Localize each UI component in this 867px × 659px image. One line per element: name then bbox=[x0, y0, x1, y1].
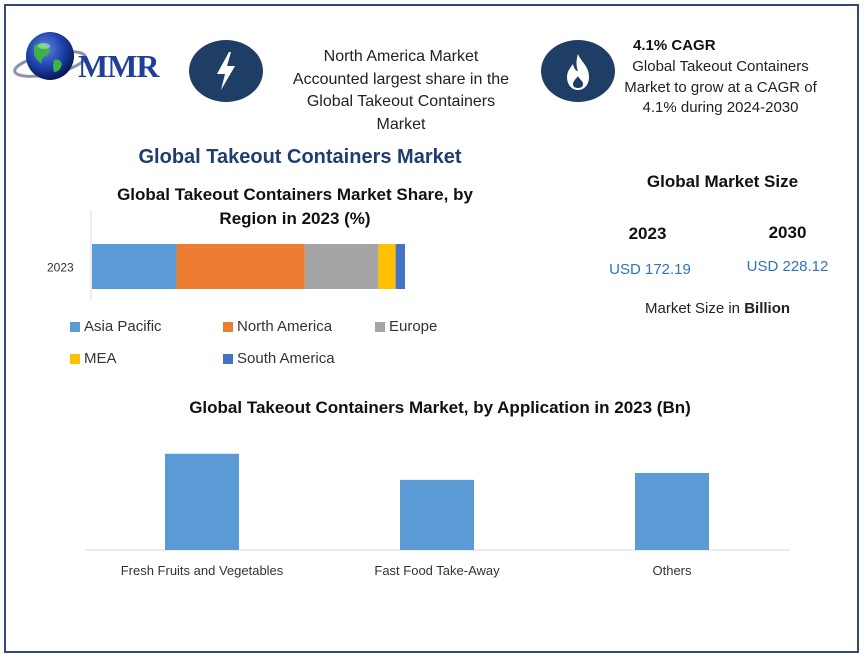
info-line: 4.1% during 2024-2030 bbox=[642, 99, 799, 116]
region-chart-title: Global Takeout Containers Market Share, … bbox=[80, 183, 510, 231]
application-chart-title: Global Takeout Containers Market, by App… bbox=[189, 398, 691, 417]
bar bbox=[400, 479, 474, 550]
info-line: Market bbox=[376, 115, 426, 133]
info-line: Market to grow at a CAGR of bbox=[624, 78, 817, 96]
legend-item-europe: Europe bbox=[375, 318, 437, 335]
info-line: Global Takeout Containers bbox=[632, 58, 809, 75]
year-2030: 2030 bbox=[768, 223, 807, 242]
application-chart: Fresh Fruits and Vegetables Fast Food Tak… bbox=[85, 453, 790, 578]
info-line: Global Takeout Containers bbox=[306, 93, 496, 110]
category-label: Others bbox=[652, 563, 692, 578]
bar-segment bbox=[378, 244, 396, 289]
legend-swatch bbox=[223, 353, 233, 364]
legend-swatch bbox=[223, 321, 233, 332]
bar bbox=[635, 473, 709, 550]
bar-segment bbox=[304, 244, 379, 289]
legend-label: Europe bbox=[389, 318, 438, 335]
legend-item-asia-pacific: Asia Pacific bbox=[70, 318, 162, 335]
legend-label: South America bbox=[237, 350, 335, 367]
info-line: Accounted largest share in the bbox=[292, 70, 510, 88]
market-size-title: Global Market Size bbox=[646, 172, 799, 191]
lightning-badge bbox=[189, 40, 263, 102]
value-2023: USD 172.19 bbox=[609, 261, 691, 278]
region-chart-title-line2: Region in 2023 (%) bbox=[219, 209, 371, 228]
legend-label: Asia Pacific bbox=[84, 318, 162, 335]
legend-item-south-america: South America bbox=[223, 350, 335, 367]
legend-label: North America bbox=[237, 318, 333, 335]
legend-item-north-america: North America bbox=[223, 318, 332, 335]
unit-bold: Billion bbox=[744, 300, 791, 317]
category-label: 2023 bbox=[47, 261, 74, 275]
market-size-unit: Market Size in Billion bbox=[600, 300, 835, 317]
page-title: Global Takeout Containers Market bbox=[138, 146, 462, 168]
bar-segment bbox=[92, 244, 177, 289]
unit-prefix: Market Size in bbox=[644, 300, 745, 317]
region-legend: Asia Pacific North America Europe MEA So… bbox=[70, 318, 490, 378]
info-north-america: North America Market Accounted largest s… bbox=[270, 46, 532, 136]
legend-swatch bbox=[375, 321, 385, 332]
flame-icon bbox=[567, 54, 589, 90]
region-share-chart: 2023 bbox=[47, 210, 405, 300]
bar bbox=[165, 453, 239, 550]
logo-text: MMR bbox=[78, 48, 160, 84]
logo: MMR bbox=[12, 24, 177, 94]
bar-segment bbox=[176, 244, 305, 289]
info-cagr: Global Takeout Containers Market to grow… bbox=[618, 57, 823, 119]
category-label: Fresh Fruits and Vegetables bbox=[121, 563, 284, 578]
legend-swatch bbox=[70, 353, 80, 364]
legend-item-mea: MEA bbox=[70, 350, 117, 367]
year-2023: 2023 bbox=[628, 224, 667, 243]
region-chart-title-line1: Global Takeout Containers Market Share, … bbox=[117, 185, 473, 204]
page-frame bbox=[4, 4, 859, 653]
bar-segment bbox=[395, 244, 405, 289]
info-line: North America Market bbox=[323, 48, 479, 65]
lightning-icon bbox=[217, 52, 235, 90]
legend-label: MEA bbox=[84, 350, 117, 367]
cagr-title: 4.1% CAGR bbox=[633, 37, 716, 54]
value-2030: USD 228.12 bbox=[746, 258, 829, 275]
legend-swatch bbox=[70, 321, 80, 332]
flame-badge bbox=[541, 40, 615, 102]
globe-icon bbox=[13, 32, 87, 80]
category-label: Fast Food Take-Away bbox=[374, 563, 500, 578]
